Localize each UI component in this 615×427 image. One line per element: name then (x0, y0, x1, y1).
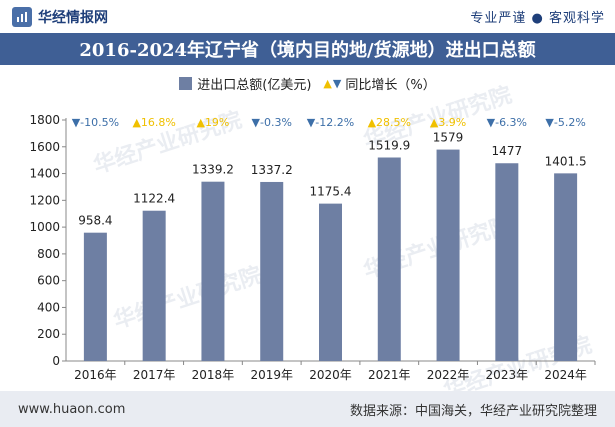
value-label: 1122.4 (133, 192, 175, 206)
up-triangle-icon: ▲ (368, 116, 377, 129)
value-label: 1401.5 (545, 154, 587, 168)
down-triangle-icon: ▼ (332, 76, 342, 90)
value-label: 1339.2 (192, 163, 234, 177)
footer-website[interactable]: www.huaon.com (18, 401, 126, 417)
y-tick-label: 1400 (29, 167, 60, 181)
y-tick-label: 600 (37, 274, 60, 288)
x-tick-label: 2017年 (133, 368, 176, 382)
x-tick-label: 2021年 (368, 368, 411, 382)
bar (377, 157, 401, 361)
legend-swatch-bar (179, 76, 193, 90)
y-tick-label: 1600 (29, 140, 60, 154)
y-tick-label: 0 (52, 354, 60, 368)
brand[interactable]: 华经情报网 (12, 6, 108, 27)
brand-name: 华经情报网 (38, 9, 108, 26)
footer: www.huaon.com 数据来源：中国海关，华经产业研究院整理 (0, 391, 615, 427)
bar (495, 163, 519, 361)
x-tick-label: 2024年 (544, 368, 587, 382)
x-tick-label: 2020年 (309, 368, 352, 382)
growth-label: ▼-6.3% (487, 116, 527, 129)
x-tick-label: 2019年 (250, 368, 293, 382)
legend: 进出口总额(亿美元) ▲ ▼ 同比增长（%） (0, 72, 615, 94)
up-triangle-icon: ▲ (132, 116, 141, 129)
growth-value: 19% (205, 116, 229, 129)
growth-value: -10.5% (80, 116, 119, 129)
bar (436, 149, 460, 361)
bar (201, 181, 225, 361)
chart-title: 2016-2024年辽宁省（境内目的地/货源地）进出口总额 (79, 40, 536, 61)
growth-value: -0.3% (260, 116, 292, 129)
y-tick-label: 800 (37, 247, 60, 261)
value-label: 958.4 (78, 214, 112, 228)
top-bar: 华经情报网 专业严谨 ● 客观科学 (0, 0, 615, 33)
bar (260, 181, 284, 361)
x-tick-label: 2023年 (486, 368, 529, 382)
bar (554, 173, 578, 361)
y-tick-label: 1800 (29, 113, 60, 127)
bar (142, 210, 166, 361)
bar (83, 232, 107, 361)
x-tick-label: 2018年 (192, 368, 235, 382)
growth-label: ▼-5.2% (545, 116, 585, 129)
legend-item-total: 进出口总额(亿美元) (179, 74, 311, 93)
up-triangle-icon: ▲ (196, 116, 205, 129)
tagline: 专业严谨 ● 客观科学 (470, 11, 605, 26)
growth-label: ▼-0.3% (252, 116, 292, 129)
growth-value: -5.2% (554, 116, 586, 129)
legend-label-growth: 同比增长（%） (345, 77, 436, 93)
y-tick-label: 400 (37, 300, 60, 314)
legend-label-total: 进出口总额(亿美元) (197, 77, 312, 93)
title-bar: 2016-2024年辽宁省（境内目的地/货源地）进出口总额 (0, 33, 615, 65)
growth-value: -12.2% (315, 116, 354, 129)
growth-label: ▲3.9% (430, 116, 466, 129)
value-label: 1477 (492, 144, 523, 158)
growth-label: ▲28.5% (368, 116, 411, 129)
down-triangle-icon: ▼ (487, 116, 496, 129)
growth-value: 3.9% (438, 116, 466, 129)
footer-source: 数据来源：中国海关，华经产业研究院整理 (349, 403, 597, 419)
down-triangle-icon: ▼ (307, 116, 316, 129)
growth-label: ▲16.8% (132, 116, 175, 129)
down-triangle-icon: ▼ (545, 116, 554, 129)
growth-label: ▼-12.2% (307, 116, 354, 129)
x-tick-label: 2022年 (427, 368, 470, 382)
up-triangle-icon: ▲ (323, 76, 332, 90)
value-label: 1579 (433, 131, 464, 145)
down-triangle-icon: ▼ (252, 116, 261, 129)
value-label: 1519.9 (368, 139, 410, 153)
up-triangle-icon: ▲ (430, 116, 439, 129)
growth-label: ▲19% (196, 116, 229, 129)
y-tick-label: 1000 (29, 220, 60, 234)
growth-value: 16.8% (141, 116, 176, 129)
growth-value: -6.3% (495, 116, 527, 129)
growth-label: ▼-10.5% (72, 116, 119, 129)
y-tick-label: 1200 (29, 193, 60, 207)
value-label: 1175.4 (310, 185, 352, 199)
legend-item-growth: ▲ ▼ 同比增长（%） (323, 74, 435, 93)
value-label: 1337.2 (251, 163, 293, 177)
x-tick-label: 2016年 (74, 368, 117, 382)
chart-area: 0 200 400 600 800 1000 1200 1400 1600 1800 2016年 95… (29, 113, 596, 382)
growth-value: 28.5% (376, 116, 411, 129)
brand-logo-icon (12, 6, 32, 27)
down-triangle-icon: ▼ (72, 116, 81, 129)
bar (319, 203, 342, 361)
y-tick-label: 200 (37, 327, 60, 341)
